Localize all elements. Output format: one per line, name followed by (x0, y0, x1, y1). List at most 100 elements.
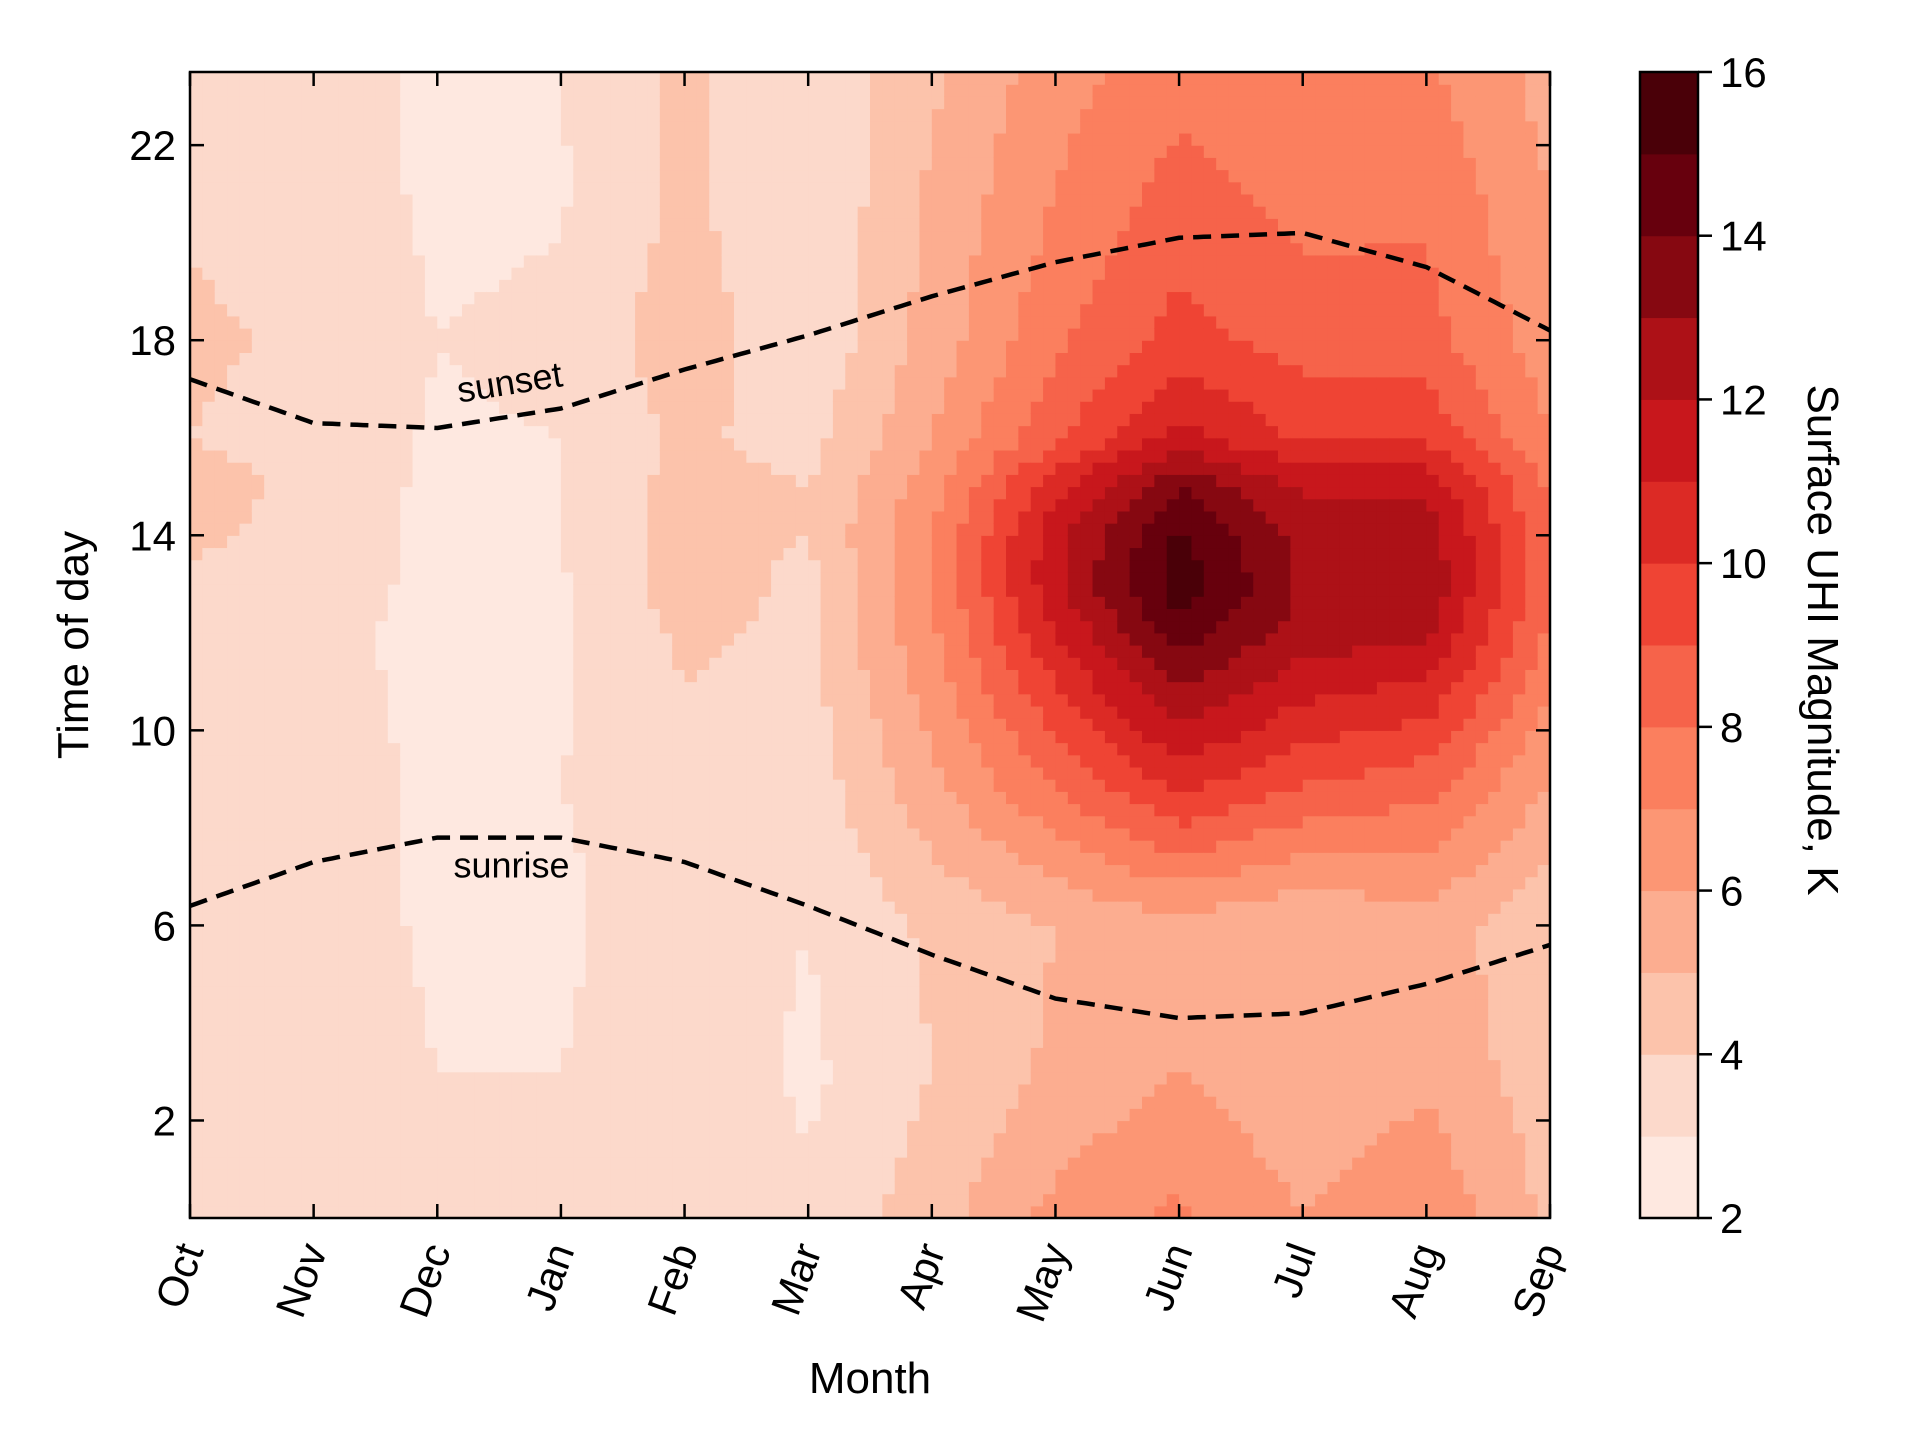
heatmap-cell (412, 510, 426, 524)
heatmap-cell (758, 681, 772, 695)
heatmap-cell (585, 1205, 599, 1218)
heatmap-cell (437, 632, 451, 646)
heatmap-cell (758, 1059, 772, 1073)
heatmap-cell (400, 620, 414, 634)
heatmap-cell (338, 1120, 352, 1134)
heatmap-cell (412, 291, 426, 305)
heatmap-cell (474, 1059, 488, 1073)
heatmap-cell (536, 791, 550, 805)
heatmap-cell (734, 1035, 747, 1048)
heatmap-cell (635, 669, 649, 683)
heatmap-cell (820, 888, 834, 902)
heatmap-cell (462, 84, 475, 97)
heatmap-cell (808, 718, 822, 731)
heatmap-cell (288, 364, 302, 378)
heatmap-cell (239, 157, 253, 171)
heatmap-cell (771, 827, 785, 841)
heatmap-cell (610, 596, 624, 610)
heatmap-cell (350, 498, 364, 512)
heatmap-cell (251, 632, 265, 646)
heatmap-cell (511, 1193, 525, 1207)
heatmap-cell (659, 608, 673, 622)
heatmap-cell (635, 803, 649, 817)
heatmap-cell (647, 1047, 661, 1061)
heatmap-cell (350, 705, 364, 719)
heatmap-cell (387, 510, 401, 524)
heatmap-cell (709, 206, 723, 219)
heatmap-cell (190, 388, 203, 402)
heatmap-cell (721, 669, 735, 683)
heatmap-cell (511, 510, 525, 524)
heatmap-cell (560, 1059, 574, 1073)
heatmap-cell (672, 340, 686, 353)
heatmap-cell (820, 632, 834, 646)
heatmap-cell (424, 913, 438, 926)
heatmap-cell (659, 425, 673, 439)
heatmap-cell (585, 218, 599, 232)
heatmap-cell (474, 486, 488, 500)
heatmap-cell (548, 815, 562, 829)
heatmap-cell (659, 730, 673, 744)
heatmap-cell (449, 608, 463, 622)
heatmap-cell (449, 901, 463, 914)
heatmap-cell (795, 315, 809, 329)
heatmap-cell (771, 1022, 785, 1036)
heatmap-cell (832, 108, 846, 122)
heatmap-cell (610, 547, 624, 561)
heatmap-cell (338, 315, 352, 329)
heatmap-cell (523, 974, 537, 987)
heatmap-cell (301, 1144, 315, 1158)
heatmap-cell (387, 803, 401, 817)
heatmap-cell (190, 279, 203, 293)
heatmap-cell (783, 181, 797, 195)
heatmap-cell (598, 486, 611, 500)
heatmap-cell (635, 486, 649, 500)
heatmap-cell (820, 193, 834, 207)
heatmap-cell (437, 815, 451, 829)
heatmap-cell (400, 510, 414, 524)
heatmap-cell (239, 730, 253, 744)
heatmap-cell (659, 401, 673, 414)
heatmap-cell (400, 998, 414, 1012)
heatmap-cell (548, 718, 562, 731)
heatmap-cell (536, 486, 550, 500)
heatmap-cell (313, 474, 327, 488)
heatmap-cell (523, 254, 537, 268)
heatmap-cell (647, 1181, 661, 1195)
heatmap-cell (795, 303, 809, 317)
heatmap-cell (375, 108, 389, 122)
heatmap-cell (214, 608, 228, 622)
heatmap-cell (795, 401, 809, 414)
heatmap-cell (437, 84, 451, 97)
heatmap-cell (437, 998, 451, 1012)
heatmap-cell (696, 754, 710, 768)
heatmap-cell (734, 608, 747, 622)
heatmap-cell (585, 803, 599, 817)
heatmap-cell (499, 169, 513, 183)
heatmap-cell (400, 132, 414, 146)
heatmap-cell (684, 230, 698, 244)
heatmap-cell (202, 413, 216, 427)
heatmap-cell (548, 84, 562, 97)
heatmap-cell (326, 657, 339, 670)
heatmap-cell (721, 1035, 735, 1048)
heatmap-cell (437, 413, 451, 427)
heatmap-cell (462, 876, 475, 890)
heatmap-cell (560, 169, 574, 183)
heatmap-cell (560, 632, 574, 646)
heatmap-cell (350, 986, 364, 1000)
heatmap-cell (647, 571, 661, 585)
heatmap-cell (684, 72, 698, 85)
heatmap-cell (536, 523, 550, 536)
heatmap-cell (536, 1083, 550, 1097)
heatmap-cell (783, 913, 797, 926)
heatmap-cell (696, 1205, 710, 1218)
heatmap-cell (288, 425, 302, 439)
heatmap-cell (696, 364, 710, 378)
heatmap-cell (424, 218, 438, 232)
heatmap-cell (387, 218, 401, 232)
heatmap-cell (832, 535, 846, 549)
heatmap-cell (350, 340, 364, 353)
heatmap-cell (190, 437, 203, 451)
heatmap-cell (647, 218, 661, 232)
